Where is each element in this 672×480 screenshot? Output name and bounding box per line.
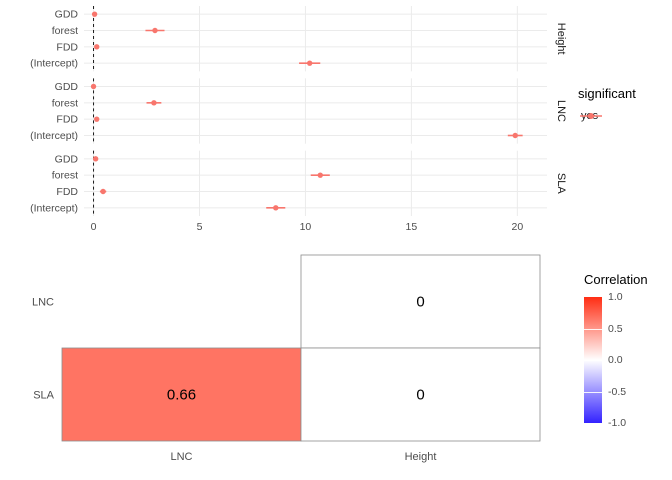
y-axis-term-label: forest	[52, 170, 78, 182]
colorbar-tick-mark	[584, 328, 602, 330]
estimate-point	[94, 44, 100, 50]
colorbar-tick-mark	[584, 391, 602, 393]
heatmap-cell-SLA-Height	[300, 347, 541, 442]
key-point	[588, 113, 594, 119]
colorbar-wrap: 1.0 0.5 0.0 -0.5 -1.0	[584, 291, 648, 429]
estimate-point	[100, 188, 106, 195]
heatmap-row-label: SLA	[33, 390, 54, 402]
correlation-legend: Correlation 1.0 0.5 0.0 -0.5 -1.0	[584, 272, 648, 429]
estimate-point	[91, 11, 98, 17]
y-axis-term-label: FDD	[56, 41, 78, 53]
y-axis-term-label: forest	[52, 97, 78, 109]
facet-strip-label: Height	[555, 23, 566, 55]
y-axis-term-label: GDD	[55, 153, 79, 165]
significant-legend-item: yes	[578, 110, 636, 122]
x-axis-tick-label: 20	[511, 221, 523, 233]
x-axis-tick-label: 10	[300, 221, 312, 233]
estimate-point	[94, 116, 100, 122]
x-axis-tick-label: 0	[91, 221, 97, 233]
facet-strip-label: SLA	[555, 173, 566, 194]
estimate-point	[90, 83, 97, 90]
heatmap-cell-LNC-Height	[300, 254, 541, 349]
x-axis-tick-label: 5	[197, 221, 203, 233]
estimate-point	[151, 100, 157, 106]
facet-strip-label: LNC	[555, 100, 566, 122]
heatmap-cell-value: 0	[416, 294, 424, 311]
correlation-legend-title: Correlation	[584, 272, 648, 287]
correlation-heatmap: 0 0.66 0 LNC SLA LNC Height	[32, 254, 541, 463]
colorbar-tick-label: 0.5	[608, 322, 623, 335]
pointrange-key-icon	[580, 113, 602, 119]
facet-panel-LNC: GDD forest FDD (Intercept) LNC	[30, 78, 566, 144]
colorbar-tick-label: 0.0	[608, 354, 623, 366]
significant-legend: significant yes	[578, 86, 636, 122]
colorbar-tick-label: -1.0	[608, 417, 627, 429]
heatmap-cell-value: 0	[416, 387, 424, 404]
y-axis-term-label: (Intercept)	[30, 202, 78, 214]
colorbar-tick-label: -0.5	[608, 385, 627, 398]
y-axis-term-label: GDD	[55, 81, 79, 93]
significant-legend-title: significant	[578, 86, 636, 101]
estimate-point	[512, 132, 518, 139]
estimate-point	[152, 27, 158, 34]
colorbar-tick-label: 1.0	[608, 291, 623, 303]
heatmap-cell-SLA-LNC	[61, 347, 302, 442]
y-axis-term-label: (Intercept)	[30, 130, 78, 142]
y-axis-term-label: FDD	[56, 114, 78, 126]
x-axis-tick-label: 15	[406, 221, 418, 233]
y-axis-term-label: GDD	[55, 9, 79, 21]
forest-plot: GDD forest FDD (Intercept) Height GDD forest FD…	[30, 6, 566, 233]
heatmap-col-label: LNC	[170, 451, 192, 463]
estimate-point	[317, 172, 323, 178]
estimate-point	[273, 205, 279, 211]
y-axis-term-label: forest	[52, 25, 78, 37]
facet-panel-Height: GDD forest FDD (Intercept) Height	[30, 6, 566, 72]
estimate-point	[92, 156, 99, 162]
y-axis-term-label: FDD	[56, 186, 78, 198]
estimate-point	[306, 60, 313, 66]
colorbar-tick-mark	[584, 360, 602, 361]
y-axis-term-label: (Intercept)	[30, 58, 78, 70]
facet-panel-SLA: GDD forest FDD (Intercept) SLA	[30, 150, 566, 216]
heatmap-row-label: LNC	[32, 297, 54, 309]
heatmap-cell-value: 0.66	[167, 387, 196, 404]
heatmap-col-label: Height	[405, 451, 437, 463]
